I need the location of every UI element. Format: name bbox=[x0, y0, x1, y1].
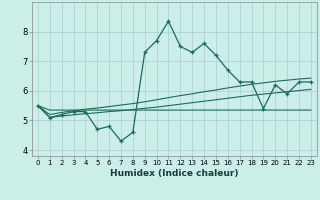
X-axis label: Humidex (Indice chaleur): Humidex (Indice chaleur) bbox=[110, 169, 239, 178]
